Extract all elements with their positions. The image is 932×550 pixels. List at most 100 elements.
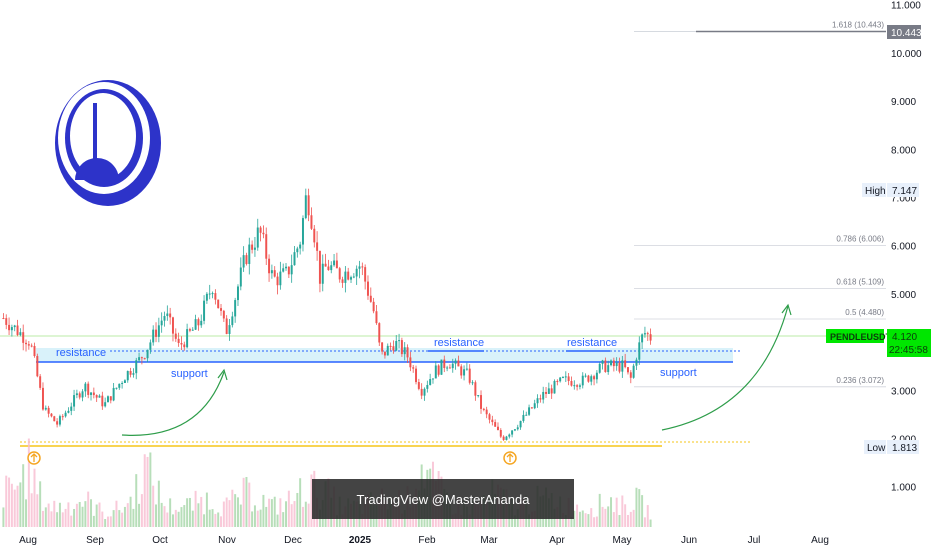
candle-body (285, 266, 288, 269)
high-label: High (865, 186, 886, 197)
volume-bar (152, 485, 155, 527)
volume-bar (262, 494, 265, 527)
candle-body (545, 391, 548, 394)
candle-body (446, 367, 449, 369)
volume-bar (123, 506, 126, 527)
candle-body (27, 344, 30, 346)
last-price: 4.120 (892, 332, 917, 343)
candle-body (234, 300, 237, 317)
candle-body (205, 293, 208, 301)
candle-body (222, 310, 225, 319)
candle-body (217, 299, 220, 309)
volume-bar (47, 503, 50, 527)
volume-bar (180, 507, 183, 527)
candle-body (474, 382, 477, 396)
candle-body (208, 293, 211, 295)
volume-bar (208, 509, 211, 527)
volume-bar (259, 509, 262, 527)
candle-body (251, 244, 254, 250)
candle-body (556, 380, 559, 382)
candle-body (612, 360, 615, 367)
candle-body (505, 436, 508, 440)
volume-bar (564, 514, 567, 527)
candle-body (242, 255, 245, 268)
price-axis[interactable]: 11.00010.0009.0008.0007.0006.0005.0004.0… (886, 0, 932, 550)
volume-bar (8, 477, 11, 527)
volume-bar (39, 481, 42, 527)
volume-bar (301, 506, 304, 527)
candle-body (355, 268, 358, 277)
fib-label: 1.618 (10.443) (832, 21, 884, 30)
volume-bar (273, 496, 276, 527)
volume-bar (234, 494, 237, 527)
candle-body (649, 334, 652, 341)
candle-body (618, 362, 621, 372)
candle-body (299, 244, 302, 249)
candle-body (576, 385, 579, 387)
candle-body (491, 419, 494, 423)
candle-body (33, 346, 36, 357)
candle-body (587, 375, 590, 382)
y-tick-label: 3.000 (891, 386, 916, 397)
volume-bar (256, 510, 259, 527)
volume-bar (121, 512, 124, 527)
candle-body (268, 258, 271, 274)
candle-body (146, 349, 149, 359)
volume-bar (70, 515, 73, 527)
candle-body (480, 395, 483, 409)
countdown: 22:45:58 (889, 345, 928, 356)
volume-bar (16, 485, 19, 527)
volume-bar (248, 482, 251, 527)
candle-body (646, 333, 649, 335)
volume-bar (149, 452, 152, 527)
time-axis[interactable]: Aug Sep Oct Nov Dec 2025 Feb Mar Apr May Jun Jul Aug (0, 527, 932, 550)
candle-body (539, 398, 542, 400)
x-tick-label: Mar (480, 535, 498, 546)
candle-body (502, 436, 505, 440)
candle-body (307, 195, 310, 216)
volume-bar (73, 508, 76, 527)
candle-body (248, 244, 251, 264)
candle-body (547, 388, 550, 394)
candle-body (525, 414, 528, 416)
x-tick-label: Sep (86, 535, 104, 546)
candle-body (610, 360, 613, 366)
candle-body (39, 376, 42, 388)
candle-body (378, 323, 381, 343)
volume-bar (454, 513, 457, 527)
volume-bar (92, 515, 95, 527)
candle-body (276, 276, 279, 286)
candle-body (64, 412, 67, 417)
volume-bar (290, 504, 293, 527)
candle-body (457, 360, 460, 367)
candle-body (109, 396, 112, 401)
volume-bar (612, 512, 615, 527)
candle-body (559, 377, 562, 382)
candle-body (417, 382, 420, 389)
candle-body (259, 227, 262, 233)
high-value: 7.147 (892, 186, 917, 197)
volume-bar (530, 511, 533, 527)
volume-bar (191, 510, 194, 527)
candle-body (550, 388, 553, 394)
x-tick-label: May (613, 535, 632, 546)
candle-body (482, 408, 485, 410)
candle-body (118, 383, 121, 388)
x-tick-label: Aug (19, 535, 37, 546)
candle-body (392, 346, 395, 351)
candle-body (174, 333, 177, 339)
candle-body (67, 410, 70, 413)
candle-body (169, 313, 172, 318)
volume-bar (460, 515, 463, 527)
candle-body (369, 295, 372, 302)
candle-body (157, 325, 160, 337)
fibonacci-levels: 1.618 (10.443) 0.786 (6.006) 0.618 (5.109)… (634, 21, 886, 388)
volume-bar (643, 517, 646, 527)
candle-body (73, 395, 76, 407)
candle-body (282, 268, 285, 272)
candle-body (132, 373, 135, 375)
volume-bar (251, 511, 254, 527)
volume-bar (561, 513, 564, 527)
